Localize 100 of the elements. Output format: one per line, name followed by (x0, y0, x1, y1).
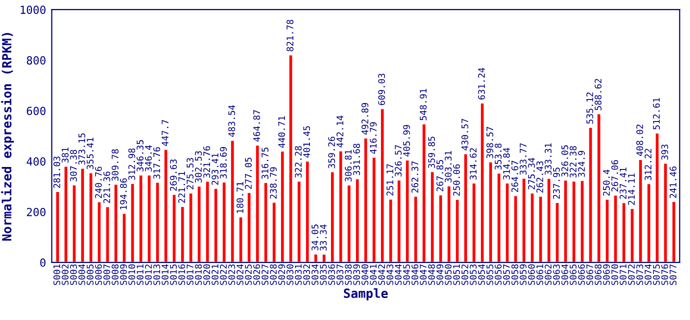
bar (280, 150, 286, 262)
data-label: 250.06 (453, 164, 460, 196)
x-tick-label: S053 (470, 264, 477, 285)
bar (438, 194, 444, 262)
data-label: 221.36 (103, 172, 110, 203)
data-label: 401.45 (303, 126, 310, 158)
data-label: 398.57 (486, 126, 494, 158)
data-label: 302.53 (194, 151, 202, 183)
data-label: 237.95 (553, 168, 560, 199)
bar (146, 174, 152, 262)
bar (288, 54, 294, 262)
bar (646, 182, 652, 262)
data-label: 381 (62, 148, 69, 163)
data-label: 373.15 (78, 133, 86, 165)
data-label: 535.12 (586, 92, 594, 124)
x-tick-label: S058 (511, 264, 518, 285)
data-label: 464.87 (253, 110, 260, 142)
data-label: 306.81 (344, 150, 352, 182)
bar (654, 132, 660, 262)
x-tick-label: S075 (652, 264, 660, 285)
data-label: 631.24 (478, 68, 485, 100)
bar (579, 180, 585, 262)
data-label: 275.34 (528, 158, 535, 190)
data-label: 303.31 (444, 150, 452, 182)
data-label: 821.78 (286, 20, 294, 52)
bar (404, 159, 410, 262)
data-label: 34.05 (312, 224, 318, 250)
x-tick-label: S061 (536, 264, 544, 285)
data-label: 194.86 (120, 178, 127, 210)
data-label: 322.38 (570, 146, 577, 178)
x-tick-label: S072 (628, 264, 635, 285)
bar (196, 185, 202, 262)
x-tick-label: S067 (586, 264, 594, 285)
bar (596, 112, 602, 262)
bar (338, 150, 344, 262)
x-tick-label: S001 (53, 264, 60, 285)
bar (321, 253, 327, 262)
y-tick-label: 1000 (20, 6, 46, 14)
bar (113, 183, 119, 262)
bar (138, 174, 144, 262)
bar (238, 216, 244, 262)
x-tick-label: S021 (212, 264, 218, 285)
data-label: 180.71 (236, 182, 244, 213)
bar (604, 198, 610, 262)
bar (430, 170, 436, 262)
bar (180, 206, 186, 262)
data-label: 326.57 (394, 145, 402, 176)
x-tick-label: S070 (611, 264, 618, 285)
x-tick-label: S012 (145, 264, 152, 285)
x-tick-label: S039 (353, 264, 360, 285)
x-tick-label: S056 (494, 264, 502, 285)
x-tick-label: S063 (553, 264, 560, 285)
x-tick-label: S066 (578, 264, 585, 285)
bar (163, 148, 169, 262)
data-label: 321.76 (203, 146, 210, 178)
x-tick-label: S047 (420, 264, 427, 285)
x-tick-label: S038 (344, 264, 352, 285)
y-tick-label: 200 (26, 208, 46, 216)
bar (554, 202, 560, 262)
bar (88, 172, 94, 262)
data-label: 333.31 (544, 143, 552, 175)
bar (104, 206, 110, 262)
x-tick-label: S034 (312, 264, 318, 285)
x-tick-label: S002 (62, 264, 69, 285)
data-label: 269.63 (170, 160, 177, 191)
bar (130, 182, 136, 262)
x-tick-label: S042 (378, 264, 385, 285)
x-tick-label: S004 (78, 264, 86, 285)
x-tick-label: S076 (661, 264, 668, 285)
data-label: 241.46 (670, 166, 676, 198)
x-tick-label: S074 (644, 264, 652, 285)
x-tick-label: S052 (461, 264, 468, 285)
data-label: 275.53 (186, 158, 194, 190)
bar (80, 167, 86, 262)
data-label: 281.03 (53, 156, 60, 188)
bar (262, 182, 269, 262)
bar (188, 192, 194, 262)
x-tick-label: S018 (194, 264, 202, 285)
x-tick-label: S011 (136, 264, 144, 285)
data-label: 326.05 (561, 145, 568, 177)
data-label: 447.7 (162, 120, 168, 146)
x-tick-label: S059 (520, 264, 527, 285)
x-tick-label: S040 (362, 264, 368, 285)
y-axis-title: Normalized expression (RPKM) (1, 32, 14, 241)
data-label: 416.79 (370, 122, 377, 154)
data-label: 277.05 (244, 158, 252, 189)
data-label: 359.26 (328, 136, 336, 168)
x-tick-label: S003 (70, 264, 77, 285)
data-label: 307.38 (70, 150, 77, 182)
data-label: 312.98 (128, 148, 136, 180)
data-label: 314.62 (470, 148, 477, 180)
x-tick-label: S014 (162, 264, 168, 285)
bar (63, 165, 69, 262)
bar (71, 184, 78, 262)
x-tick-label: S071 (620, 264, 626, 285)
bar (362, 137, 368, 262)
data-label: 346.4 (145, 145, 152, 172)
data-label: 393 (661, 144, 668, 160)
bar (396, 179, 402, 262)
data-label: 240.76 (95, 166, 102, 198)
